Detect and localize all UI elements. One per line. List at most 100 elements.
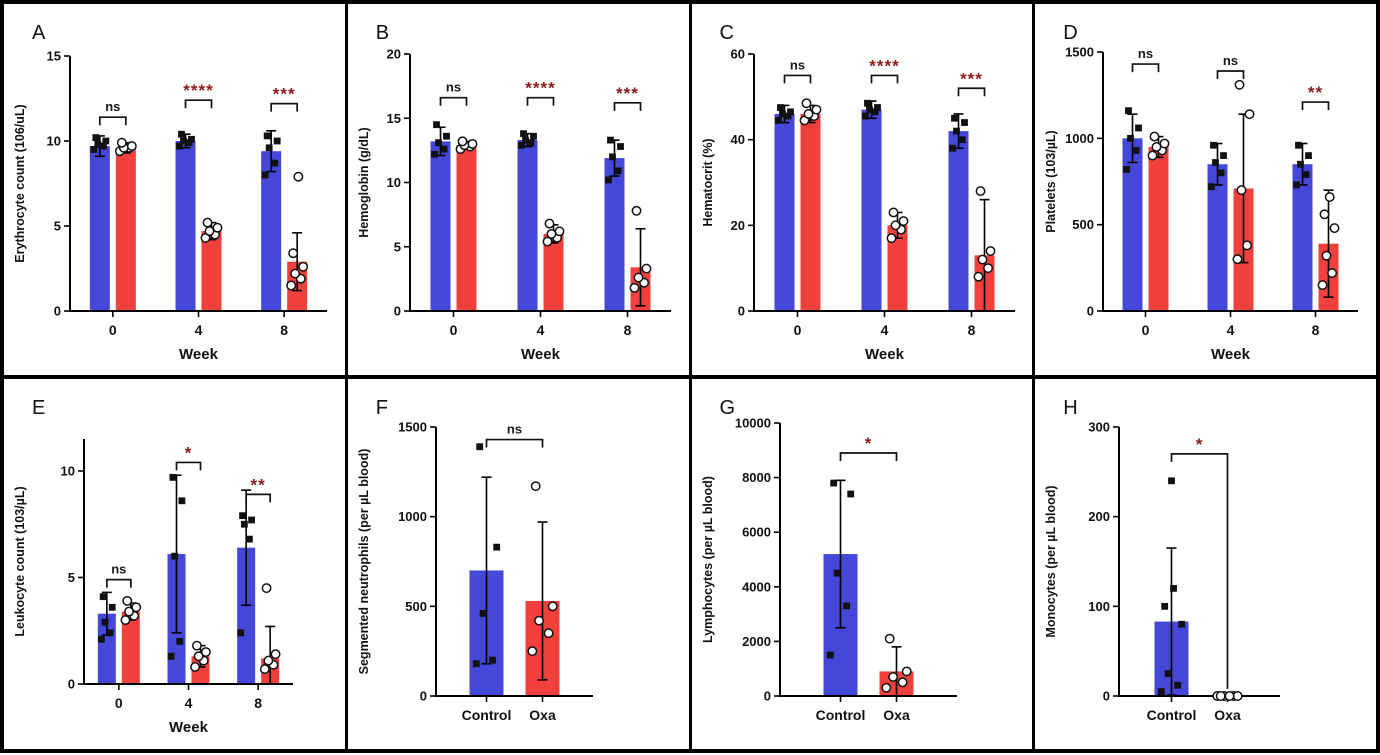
point-oxa	[290, 268, 301, 279]
point-oxa	[641, 263, 652, 274]
point-control	[784, 112, 791, 120]
point-oxa	[1234, 79, 1245, 90]
bar-oxa	[543, 233, 564, 311]
point-oxa	[193, 650, 204, 661]
chart-svg-A: 0 5 10 15 0 4 8 Week Erythrocyte count (106/uL) n…	[13, 49, 327, 363]
point-control	[829, 479, 837, 486]
bar-control	[604, 158, 625, 311]
point-oxa	[191, 640, 202, 651]
significance-bracket	[613, 101, 642, 111]
point-oxa	[122, 595, 133, 606]
y-tick-label: 1500	[1065, 45, 1094, 60]
point-oxa	[457, 136, 468, 147]
point-oxa	[120, 614, 131, 625]
y-axis-title: Monocytes (per µL blood)	[1044, 485, 1058, 637]
point-control	[493, 543, 500, 551]
significance-label: ns	[111, 561, 126, 576]
significance-label: ****	[525, 79, 555, 98]
x-tick-label: Oxa	[529, 707, 556, 723]
chart-lymphocytes: 0 2000 4000 6000 8000 10000 Control Oxa Lymphocy…	[692, 379, 1033, 750]
panel-E: E 0 5 10 0 4 8 Week Leukocyte count (103/µL) ns *…	[4, 378, 348, 750]
significance-bracket	[1170, 452, 1229, 689]
point-control	[1158, 687, 1165, 695]
bar-control	[1207, 164, 1228, 311]
point-control	[108, 603, 116, 611]
point-control	[604, 176, 612, 184]
panel-label-H: H	[1063, 396, 1078, 419]
point-control	[430, 150, 438, 158]
y-axis-title: Platelets (103/µL)	[1044, 130, 1058, 232]
x-tick-label: 4	[536, 322, 544, 338]
point-oxa	[261, 582, 272, 593]
significance-bracket	[957, 87, 985, 97]
panel-label-E: E	[32, 396, 46, 419]
point-oxa	[888, 207, 898, 218]
y-tick-label: 10	[386, 175, 400, 190]
significance-bracket	[485, 438, 544, 448]
point-control	[950, 114, 958, 122]
point-oxa	[975, 186, 985, 197]
bar-control	[89, 146, 110, 311]
point-control	[265, 144, 273, 152]
y-axis-title: Hemoglobin (g/dL)	[357, 127, 371, 237]
point-control	[106, 628, 114, 636]
point-oxa	[202, 217, 213, 228]
point-oxa	[977, 254, 987, 265]
bar-control	[517, 140, 538, 311]
x-axis-title: Week	[169, 719, 209, 736]
point-control	[863, 99, 871, 107]
bar-control	[430, 141, 451, 311]
point-control	[102, 137, 110, 145]
significance-bracket	[184, 99, 213, 109]
point-control	[240, 520, 248, 528]
point-oxa	[259, 663, 270, 674]
point-control	[176, 637, 184, 645]
point-control	[519, 130, 527, 138]
significance-label: ***	[273, 85, 296, 104]
point-control	[1212, 159, 1220, 166]
point-oxa	[1329, 223, 1340, 234]
point-oxa	[1151, 142, 1162, 152]
point-control	[1217, 169, 1225, 177]
point-control	[1123, 166, 1131, 173]
point-control	[171, 552, 179, 560]
point-oxa	[801, 98, 811, 109]
y-tick-label: 0	[68, 676, 75, 691]
point-control	[476, 442, 483, 450]
chart-leukocyte-count: 0 5 10 0 4 8 Week Leukocyte count (103/µL) ns * **	[4, 379, 345, 750]
significance-bracket	[98, 116, 127, 126]
y-tick-label: 0	[1103, 688, 1110, 703]
point-oxa	[527, 645, 538, 656]
x-tick-label: 0	[793, 322, 801, 338]
point-control	[1302, 171, 1310, 178]
point-oxa	[1224, 690, 1235, 701]
y-tick-label: 1000	[1065, 131, 1094, 146]
x-axis-title: Week	[521, 346, 561, 363]
y-tick-label: 60	[730, 47, 744, 62]
x-tick-label: 4	[195, 322, 203, 338]
point-oxa	[212, 222, 223, 233]
x-tick-label: 8	[623, 322, 631, 338]
point-control	[98, 635, 105, 643]
bar-control	[175, 141, 196, 311]
point-control	[865, 106, 873, 114]
point-oxa	[890, 220, 900, 231]
chart-svg-F: 0 500 1000 1500 Control Oxa Segmented neutroph…	[357, 419, 593, 723]
significance-bracket	[1301, 101, 1330, 111]
y-tick-label: 8000	[742, 470, 771, 485]
significance-bracket	[175, 461, 202, 470]
y-tick-label: 500	[1073, 217, 1095, 232]
point-oxa	[973, 271, 983, 282]
significance-bracket	[839, 451, 897, 461]
significance-label: ****	[869, 56, 899, 75]
point-oxa	[811, 104, 821, 115]
point-control	[178, 130, 185, 138]
y-tick-label: 1500	[398, 419, 427, 434]
point-oxa	[1216, 690, 1226, 701]
point-oxa	[803, 109, 813, 119]
bar-control	[861, 109, 881, 311]
y-tick-label: 0	[737, 304, 744, 319]
significance-bracket	[526, 96, 555, 106]
